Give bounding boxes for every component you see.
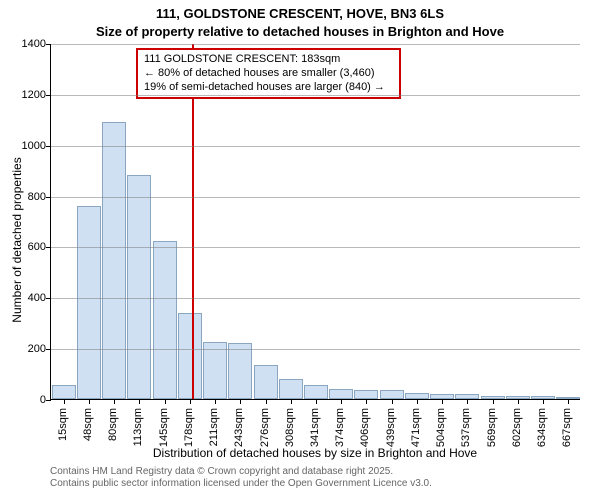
- annotation-line1: 111 GOLDSTONE CRESCENT: 183sqm: [144, 53, 393, 67]
- xtick-mark: [543, 399, 544, 404]
- xtick-label: 80sqm: [107, 408, 119, 441]
- annotation-line2: ← 80% of detached houses are smaller (3,…: [144, 67, 393, 81]
- ytick-label: 600: [6, 241, 46, 253]
- xtick-mark: [291, 399, 292, 404]
- xtick-label: 569sqm: [486, 408, 498, 447]
- bar: [254, 365, 278, 399]
- xtick-mark: [568, 399, 569, 404]
- xtick-label: 211sqm: [208, 408, 220, 446]
- xtick-mark: [240, 399, 241, 404]
- xtick-label: 602sqm: [511, 408, 523, 447]
- xtick-label: 276sqm: [259, 408, 271, 447]
- xtick-label: 15sqm: [57, 408, 69, 441]
- bar: [279, 379, 303, 399]
- xtick-mark: [266, 399, 267, 404]
- ytick-label: 800: [6, 191, 46, 203]
- bar: [354, 390, 378, 399]
- ytick-mark: [46, 298, 51, 299]
- footnote-line2: Contains public sector information licen…: [50, 478, 580, 490]
- xtick-label: 113sqm: [132, 408, 144, 446]
- annotation-line3: 19% of semi-detached houses are larger (…: [144, 81, 393, 95]
- ytick-mark: [46, 44, 51, 45]
- bar: [380, 390, 404, 399]
- gridline: [51, 146, 580, 147]
- bar: [304, 385, 328, 399]
- gridline: [51, 197, 580, 198]
- xtick-label: 374sqm: [334, 408, 346, 447]
- ytick-label: 1200: [6, 89, 46, 101]
- bar: [52, 385, 76, 399]
- ytick-mark: [46, 146, 51, 147]
- xtick-mark: [366, 399, 367, 404]
- chart-title-line2: Size of property relative to detached ho…: [0, 24, 600, 39]
- gridline: [51, 44, 580, 45]
- xtick-label: 667sqm: [561, 408, 573, 447]
- bar: [77, 206, 101, 399]
- ytick-label: 1000: [6, 140, 46, 152]
- xtick-mark: [442, 399, 443, 404]
- bar: [178, 313, 202, 399]
- xtick-mark: [165, 399, 166, 404]
- xtick-label: 308sqm: [284, 408, 296, 447]
- bar: [102, 122, 126, 399]
- plot-area: 111 GOLDSTONE CRESCENT: 183sqm ← 80% of …: [50, 44, 580, 400]
- xtick-mark: [215, 399, 216, 404]
- annotation-box: 111 GOLDSTONE CRESCENT: 183sqm ← 80% of …: [136, 48, 401, 99]
- bar: [203, 342, 227, 399]
- xtick-mark: [493, 399, 494, 404]
- xtick-mark: [316, 399, 317, 404]
- xtick-mark: [190, 399, 191, 404]
- footnote-line1: Contains HM Land Registry data © Crown c…: [50, 466, 580, 478]
- xtick-label: 178sqm: [183, 408, 195, 447]
- xtick-mark: [64, 399, 65, 404]
- chart-container: 111, GOLDSTONE CRESCENT, HOVE, BN3 6LS S…: [0, 0, 600, 500]
- bar: [127, 175, 151, 399]
- gridline: [51, 298, 580, 299]
- ytick-label: 1400: [6, 38, 46, 50]
- x-axis-label: Distribution of detached houses by size …: [50, 446, 580, 460]
- xtick-label: 634sqm: [536, 408, 548, 447]
- ytick-mark: [46, 95, 51, 96]
- ytick-mark: [46, 400, 51, 401]
- xtick-label: 48sqm: [82, 408, 94, 441]
- y-axis-label: Number of detached properties: [10, 50, 24, 430]
- xtick-label: 471sqm: [410, 408, 422, 447]
- xtick-label: 537sqm: [460, 408, 472, 447]
- chart-title-line1: 111, GOLDSTONE CRESCENT, HOVE, BN3 6LS: [0, 6, 600, 21]
- xtick-label: 406sqm: [359, 408, 371, 447]
- ytick-mark: [46, 197, 51, 198]
- ytick-label: 400: [6, 292, 46, 304]
- gridline: [51, 349, 580, 350]
- ytick-mark: [46, 349, 51, 350]
- xtick-label: 504sqm: [435, 408, 447, 447]
- xtick-mark: [417, 399, 418, 404]
- bar: [228, 343, 252, 399]
- xtick-mark: [518, 399, 519, 404]
- xtick-mark: [341, 399, 342, 404]
- xtick-label: 341sqm: [309, 408, 321, 447]
- xtick-mark: [392, 399, 393, 404]
- gridline: [51, 247, 580, 248]
- xtick-mark: [114, 399, 115, 404]
- xtick-label: 439sqm: [385, 408, 397, 447]
- gridline: [51, 95, 580, 96]
- xtick-mark: [89, 399, 90, 404]
- xtick-label: 145sqm: [158, 408, 170, 447]
- xtick-mark: [467, 399, 468, 404]
- xtick-label: 243sqm: [233, 408, 245, 447]
- bar: [329, 389, 353, 399]
- ytick-mark: [46, 247, 51, 248]
- xtick-mark: [139, 399, 140, 404]
- ytick-label: 200: [6, 343, 46, 355]
- bar: [153, 241, 177, 399]
- ytick-label: 0: [6, 394, 46, 406]
